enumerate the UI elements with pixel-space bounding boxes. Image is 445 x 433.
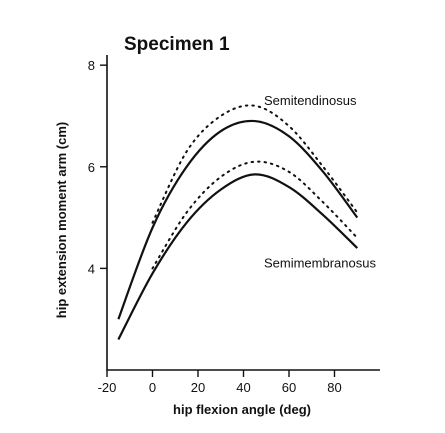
x-axis-label: hip flexion angle (deg) [173, 402, 311, 417]
semitendinosus-label: Semitendinosus [264, 93, 357, 108]
x-tick-label: 20 [191, 380, 205, 395]
y-tick-label: 4 [88, 261, 95, 276]
x-tick-label: 80 [327, 380, 341, 395]
semimembranosus-label: Semimembranosus [264, 255, 376, 270]
y-tick-label: 6 [88, 160, 95, 175]
semimembranosus-solid-line [117, 173, 359, 341]
y-axis-ticks: 4 6 8 [88, 58, 107, 276]
x-tick-label: 0 [149, 380, 156, 395]
x-tick-label: 60 [282, 380, 296, 395]
semimembranosus-dotted-line [151, 160, 359, 270]
x-axis-ticks: -20 0 20 40 60 80 [98, 370, 342, 395]
y-tick-label: 8 [88, 58, 95, 73]
x-tick-label: -20 [98, 380, 117, 395]
y-axis-label: hip extension moment arm (cm) [54, 122, 69, 318]
x-tick-label: 40 [236, 380, 250, 395]
series-labels: Semitendinosus Semimembranosus [264, 93, 376, 271]
semitendinosus-dotted-line [151, 104, 359, 224]
series-lines [117, 104, 359, 341]
semitendinosus-solid-line [117, 119, 359, 320]
chart-title: Specimen 1 [124, 34, 230, 55]
